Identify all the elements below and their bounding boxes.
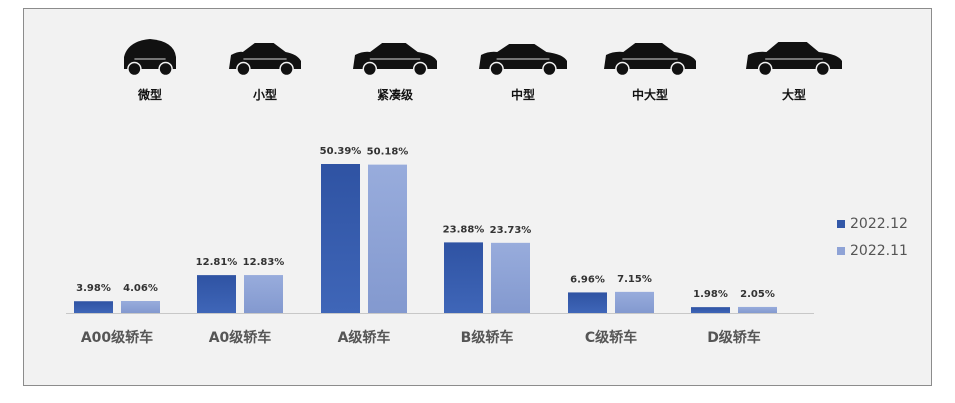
large-sedan-icon [604, 43, 696, 69]
fullsize-sedan-icon [746, 42, 842, 69]
size-label: 紧凑级 [377, 87, 413, 102]
midsize-sedan-icon-wheel [489, 61, 504, 77]
chart-canvas: 微型 小型 紧凑级 中型 中大型 大型 3.98% 4.06% A00级轿车 12.81% 12.8… [66, 39, 908, 346]
compact-sedan-icon [353, 43, 437, 69]
microcar-icon [124, 39, 176, 69]
data-label: 3.98% [76, 283, 111, 294]
bar-2022.12-A级轿车 [321, 164, 360, 313]
legend-swatch-2022.11 [837, 247, 845, 255]
bar-2022.12-C级轿车 [568, 292, 607, 313]
category-label: A0级轿车 [209, 329, 272, 346]
large-sedan-icon-wheel [670, 61, 685, 77]
category-label: A00级轿车 [81, 329, 153, 346]
size-label: 小型 [253, 87, 277, 102]
hatchback-icon-wheel [279, 61, 294, 77]
legend-label: 2022.11 [850, 243, 908, 259]
data-label: 23.73% [490, 225, 532, 236]
data-label: 4.06% [123, 283, 158, 294]
size-label: 中型 [511, 87, 535, 102]
midsize-sedan-icon [479, 44, 567, 69]
bar-2022.12-A0级轿车 [197, 275, 236, 313]
data-label: 50.18% [367, 147, 409, 158]
data-label: 23.88% [443, 224, 485, 235]
size-label: 大型 [782, 87, 806, 102]
bar-2022.11-A0级轿车 [244, 275, 283, 313]
legend-label: 2022.12 [850, 216, 908, 232]
bar-2022.11-C级轿车 [615, 291, 654, 313]
size-label: 微型 [137, 87, 162, 102]
bar-2022.11-D级轿车 [738, 306, 777, 313]
bar-2022.12-A00级轿车 [74, 301, 113, 313]
bar-2022.12-D级轿车 [691, 307, 730, 313]
data-label: 12.81% [196, 257, 238, 268]
category-label: B级轿车 [461, 329, 514, 346]
compact-sedan-icon-wheel [412, 61, 428, 77]
data-label: 50.39% [320, 146, 362, 157]
category-label: C级轿车 [585, 329, 637, 346]
size-label: 中大型 [632, 87, 668, 102]
category-label: A级轿车 [338, 329, 391, 346]
midsize-sedan-icon-wheel [542, 61, 557, 77]
bar-2022.11-B级轿车 [491, 242, 530, 313]
data-label: 1.98% [693, 289, 728, 300]
fullsize-sedan-icon-wheel [757, 61, 773, 77]
microcar-icon-wheel [127, 61, 142, 77]
data-label: 12.83% [243, 257, 285, 268]
hatchback-icon-wheel [236, 61, 251, 77]
compact-sedan-icon-wheel [362, 61, 378, 77]
large-sedan-icon-wheel [615, 61, 630, 77]
bar-2022.12-B级轿车 [444, 242, 483, 313]
data-label: 7.15% [617, 274, 652, 285]
legend-swatch-2022.12 [837, 220, 845, 228]
bar-2022.11-A00级轿车 [121, 300, 160, 313]
data-label: 6.96% [570, 274, 605, 285]
data-label: 2.05% [740, 289, 775, 300]
category-label: D级轿车 [707, 329, 761, 346]
fullsize-sedan-icon-wheel [815, 61, 831, 77]
microcar-icon-wheel [158, 61, 173, 77]
chart-frame: 微型 小型 紧凑级 中型 中大型 大型 3.98% 4.06% A00级轿车 12.81% 12.8… [23, 8, 932, 386]
bar-2022.11-A级轿车 [368, 164, 407, 313]
hatchback-icon [229, 43, 301, 69]
